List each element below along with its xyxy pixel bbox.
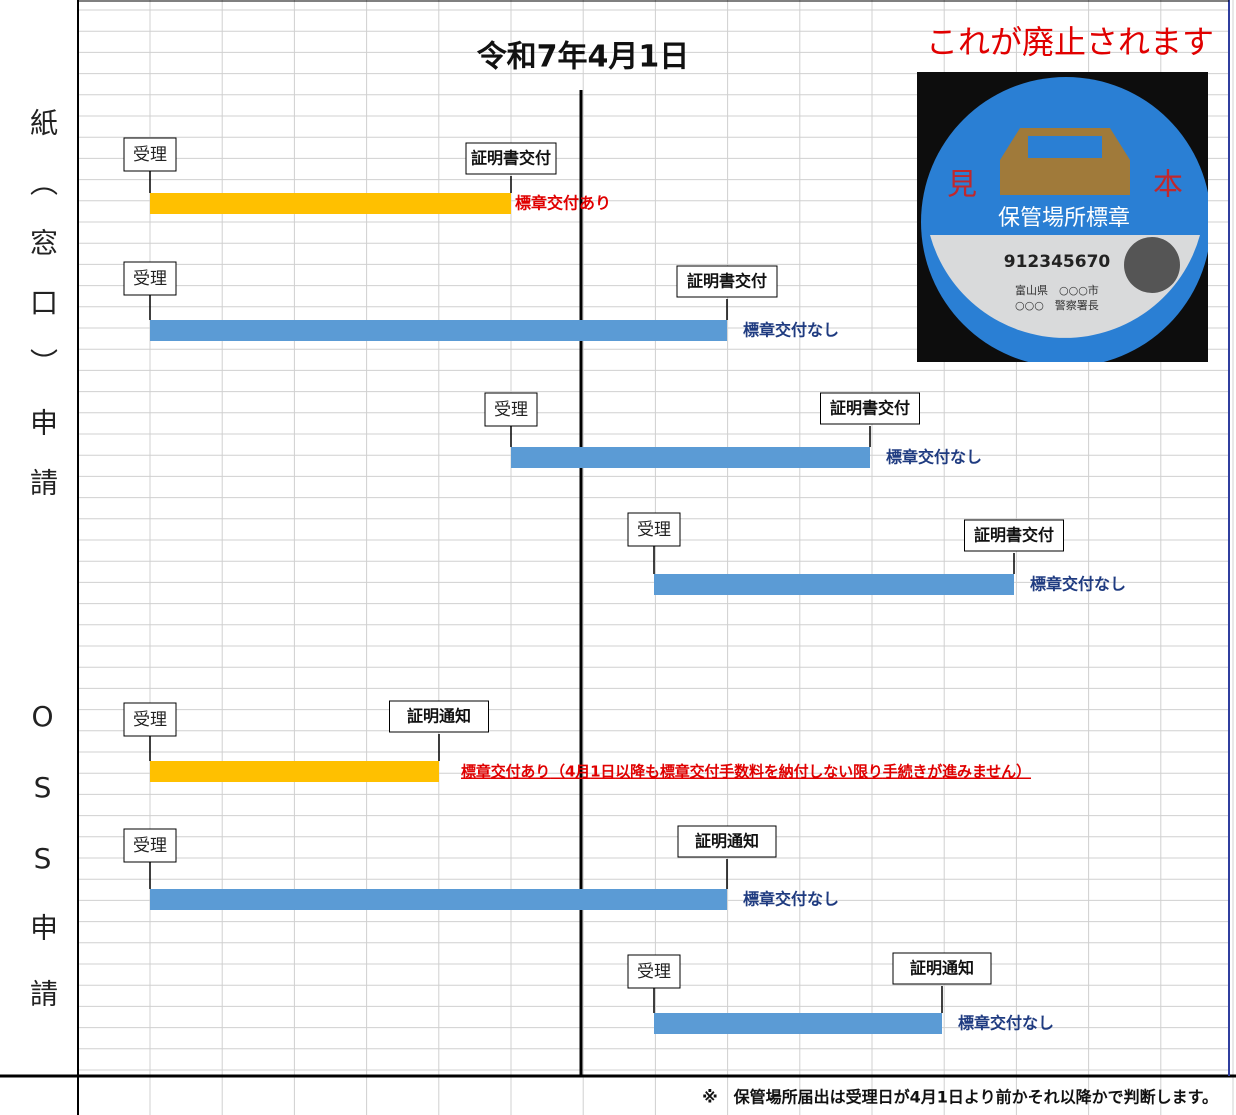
title: 令和7年4月1日: [477, 40, 690, 75]
stamp: [1124, 237, 1180, 293]
page: 令和7年4月1日これが廃止されます受理証明書交付標章交付あり受理証明書交付標章交…: [0, 0, 1236, 1115]
note: 標章交付なし: [958, 1014, 1054, 1033]
start-label: 受理: [637, 520, 671, 540]
section-label: 紙（窓口）申請: [22, 108, 62, 528]
sticker-number: 912345670: [1004, 252, 1111, 272]
sample-char: 本: [1153, 168, 1183, 203]
period-bar: [150, 889, 727, 910]
note: 標章交付なし: [1030, 575, 1126, 594]
period-bar: [654, 1013, 942, 1034]
period-bar: [654, 574, 1014, 595]
car-window: [1028, 136, 1102, 158]
note: 標章交付あり: [515, 194, 611, 213]
notice: これが廃止されます: [926, 23, 1214, 61]
sample-char: 見: [947, 168, 977, 203]
start-label: 受理: [637, 962, 671, 982]
start-label: 受理: [133, 145, 167, 165]
footnote: ※ 保管場所届出は受理日が4月1日より前かそれ以降かで判断します。: [702, 1088, 1218, 1107]
section-label: OSS申請: [22, 700, 62, 1045]
note: 標章交付なし: [743, 890, 839, 909]
diagram: 令和7年4月1日これが廃止されます受理証明書交付標章交付あり受理証明書交付標章交…: [0, 0, 1236, 1115]
end-label: 証明書交付: [687, 272, 767, 291]
end-label: 証明書交付: [471, 149, 551, 168]
period-bar: [150, 193, 511, 214]
note: 標章交付なし: [886, 448, 982, 467]
sticker-issuer: 富山県 ○○○市: [1015, 283, 1099, 297]
start-label: 受理: [494, 400, 528, 420]
period-bar: [511, 447, 870, 468]
end-label: 証明書交付: [974, 526, 1054, 545]
note: 標章交付なし: [743, 321, 839, 340]
note: 標章交付あり（4月1日以降も標章交付手数料を納付しない限り手続きが進みません）: [461, 763, 1031, 781]
period-bar: [150, 320, 727, 341]
sticker-issuer: ○○○ 警察署長: [1015, 298, 1099, 312]
end-label: 証明通知: [910, 959, 974, 978]
period-bar: [150, 761, 439, 782]
end-label: 証明書交付: [830, 399, 910, 418]
end-label: 証明通知: [695, 832, 759, 851]
end-label: 証明通知: [407, 707, 471, 726]
start-label: 受理: [133, 710, 167, 730]
start-label: 受理: [133, 269, 167, 289]
sticker-name: 保管場所標章: [998, 206, 1130, 231]
start-label: 受理: [133, 836, 167, 856]
